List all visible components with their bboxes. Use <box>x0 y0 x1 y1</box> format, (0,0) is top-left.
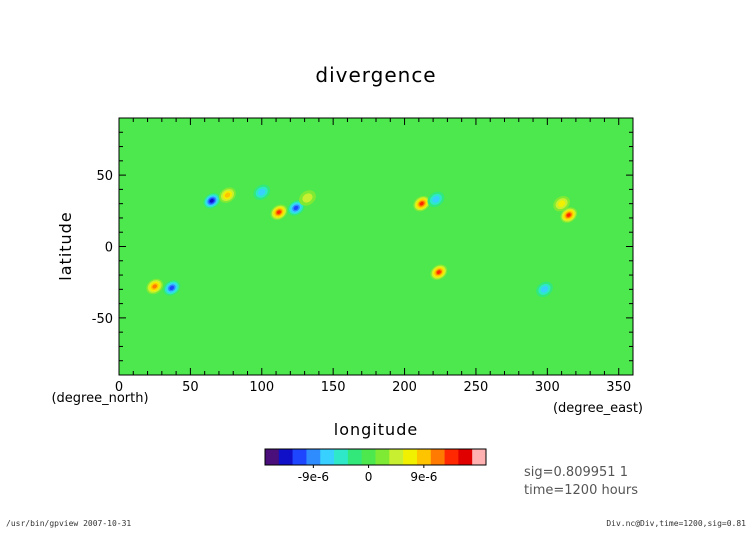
colorbar-segment <box>444 449 459 465</box>
y-axis: -50 0 50 <box>92 131 633 362</box>
contour-level <box>293 205 299 211</box>
colorbar-segment <box>265 449 280 465</box>
x-tick-label: 200 <box>392 380 417 395</box>
colorbar-segment <box>278 449 293 465</box>
contour-level <box>432 196 440 203</box>
colorbar-tick-label: 9e-6 <box>410 470 437 484</box>
x-unit-label: (degree_east) <box>553 401 643 416</box>
contour-feature <box>413 195 431 212</box>
contour-feature <box>146 278 164 295</box>
y-tick-label: -50 <box>92 312 113 327</box>
contour-feature <box>553 195 571 212</box>
contour-feature <box>163 280 181 296</box>
colorbar-segment <box>361 449 376 465</box>
contour-feature <box>430 264 448 280</box>
contour-fields <box>146 184 578 298</box>
contour-feature <box>427 191 445 208</box>
contour-feature <box>219 187 236 203</box>
colorbar-segment <box>334 449 349 465</box>
y-tick-label: 50 <box>96 169 113 184</box>
x-tick-label: 150 <box>321 380 346 395</box>
colorbar-segment <box>320 449 335 465</box>
x-tick-label: 0 <box>115 380 123 395</box>
colorbar-frame <box>264 448 487 466</box>
colorbar-segment <box>458 449 473 465</box>
x-axis: 0 50 100 150 200 250 300 350 <box>115 118 634 395</box>
x-tick-label: 50 <box>182 380 199 395</box>
x-tick-label: 350 <box>606 380 631 395</box>
x-axis-title: longitude <box>334 420 418 439</box>
contour-feature <box>270 204 288 220</box>
contour-level <box>224 192 231 198</box>
sig-info: sig=0.809951 1 <box>524 465 628 480</box>
contour-level <box>258 188 266 196</box>
x-tick-label: 300 <box>535 380 560 395</box>
contour-feature <box>287 200 305 216</box>
contour-level <box>209 199 214 203</box>
colorbar-segment <box>472 449 487 465</box>
y-unit-label: (degree_north) <box>51 391 148 406</box>
colorbar-segment <box>430 449 445 465</box>
footer-right: Div.nc@Div,time=1200,sig=0.81 <box>606 519 746 528</box>
colorbar-segment <box>403 449 418 465</box>
contour-level <box>169 285 175 291</box>
plot-area <box>118 117 634 376</box>
contour-level <box>302 193 313 203</box>
colorbar-segment <box>375 449 390 465</box>
contour-level <box>276 210 281 215</box>
colorbar-tick-label: -9e-6 <box>298 470 329 484</box>
contour-level <box>558 200 566 207</box>
time-info: time=1200 hours <box>524 483 638 498</box>
colorbar-labels: -9e-6 0 9e-6 <box>298 465 437 484</box>
contour-level <box>152 284 157 289</box>
contour-feature <box>253 184 271 200</box>
x-tick-label: 250 <box>464 380 489 395</box>
contour-feature <box>299 190 316 206</box>
colorbar-segment <box>389 449 404 465</box>
contour-level <box>540 286 549 293</box>
contour-feature <box>536 281 553 298</box>
chart-title: divergence <box>315 63 436 87</box>
contour-level <box>419 201 424 206</box>
contour-level <box>566 213 571 217</box>
colorbar-tick-label: 0 <box>365 470 373 484</box>
y-axis-title: latitude <box>56 211 75 280</box>
contour-feature <box>560 207 578 223</box>
colorbar-segment <box>347 449 362 465</box>
colorbar-segment <box>292 449 307 465</box>
plot-background <box>119 118 633 375</box>
y-tick-label: 0 <box>105 241 113 256</box>
colorbar-segment <box>416 449 432 465</box>
contour-feature <box>203 193 221 209</box>
x-tick-label: 100 <box>249 380 274 395</box>
footer-left: /usr/bin/gpview 2007-10-31 <box>6 519 131 528</box>
contour-level <box>436 270 441 274</box>
colorbar-segment <box>306 449 321 465</box>
colorbar <box>264 448 487 466</box>
